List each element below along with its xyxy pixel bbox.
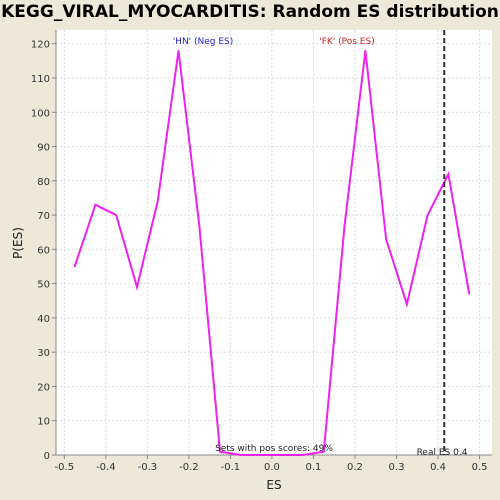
data-point [385, 238, 387, 240]
data-point [343, 224, 346, 227]
data-point [468, 293, 470, 295]
x-tick-label: 0.3 [389, 462, 405, 473]
data-point [406, 303, 408, 305]
x-tick-label: -0.2 [179, 462, 199, 473]
pos-es-label: 'FK' (Pos ES) [319, 37, 374, 47]
x-tick-label: 0.5 [472, 462, 488, 473]
data-point [177, 49, 180, 52]
data-point [115, 214, 118, 216]
y-tick-label: 40 [37, 314, 50, 325]
y-tick-label: 70 [37, 211, 50, 222]
x-tick-label: -0.4 [96, 462, 116, 473]
plot-area [56, 30, 492, 455]
data-point [239, 454, 242, 456]
data-point [73, 265, 76, 268]
x-tick-label: -0.3 [138, 462, 158, 473]
y-axis-title: P(ES) [11, 227, 25, 259]
y-tick-label: 10 [37, 417, 50, 428]
y-tick-label: 20 [37, 382, 50, 393]
y-tick-label: 120 [31, 40, 50, 51]
data-point [364, 49, 367, 52]
y-tick-label: 50 [37, 280, 50, 291]
data-point [198, 224, 201, 227]
y-tick-label: 80 [37, 177, 50, 188]
data-point [426, 214, 429, 216]
y-tick-label: 60 [37, 245, 50, 256]
x-tick-label: 0.0 [264, 462, 280, 473]
y-ticks: 0 10 20 30 40 50 60 70 80 90 100 110 120 [31, 40, 56, 462]
chart-title: KEGG_VIRAL_MYOCARDITIS: Random ES distri… [1, 2, 499, 22]
real-es-label: Real ES 0.4 [417, 448, 468, 458]
y-tick-label: 100 [31, 108, 50, 119]
data-point [94, 203, 97, 206]
data-point [156, 200, 159, 203]
x-tick-label: 0.1 [305, 462, 321, 473]
x-tick-label: 0.4 [430, 462, 446, 473]
x-axis-title: ES [266, 478, 281, 492]
grid [56, 30, 492, 456]
y-tick-label: 110 [31, 74, 50, 85]
data-point [447, 173, 450, 175]
y-tick-label: 90 [37, 143, 50, 154]
data-point [323, 450, 325, 453]
pos-scores-label: Sets with pos scores: 49% [215, 444, 333, 454]
series-line [73, 50, 471, 456]
data-point [136, 286, 138, 288]
x-tick-label: -0.5 [55, 462, 75, 473]
x-tick-label: -0.1 [221, 462, 241, 473]
x-tick-label: 0.2 [347, 462, 363, 473]
y-tick-label: 0 [44, 451, 50, 462]
y-tick-label: 30 [37, 348, 50, 359]
data-point [260, 454, 263, 456]
neg-es-label: 'HN' (Neg ES) [173, 37, 234, 47]
data-point [302, 454, 304, 456]
data-point [281, 454, 284, 456]
series [73, 49, 471, 456]
data-point [219, 450, 221, 453]
